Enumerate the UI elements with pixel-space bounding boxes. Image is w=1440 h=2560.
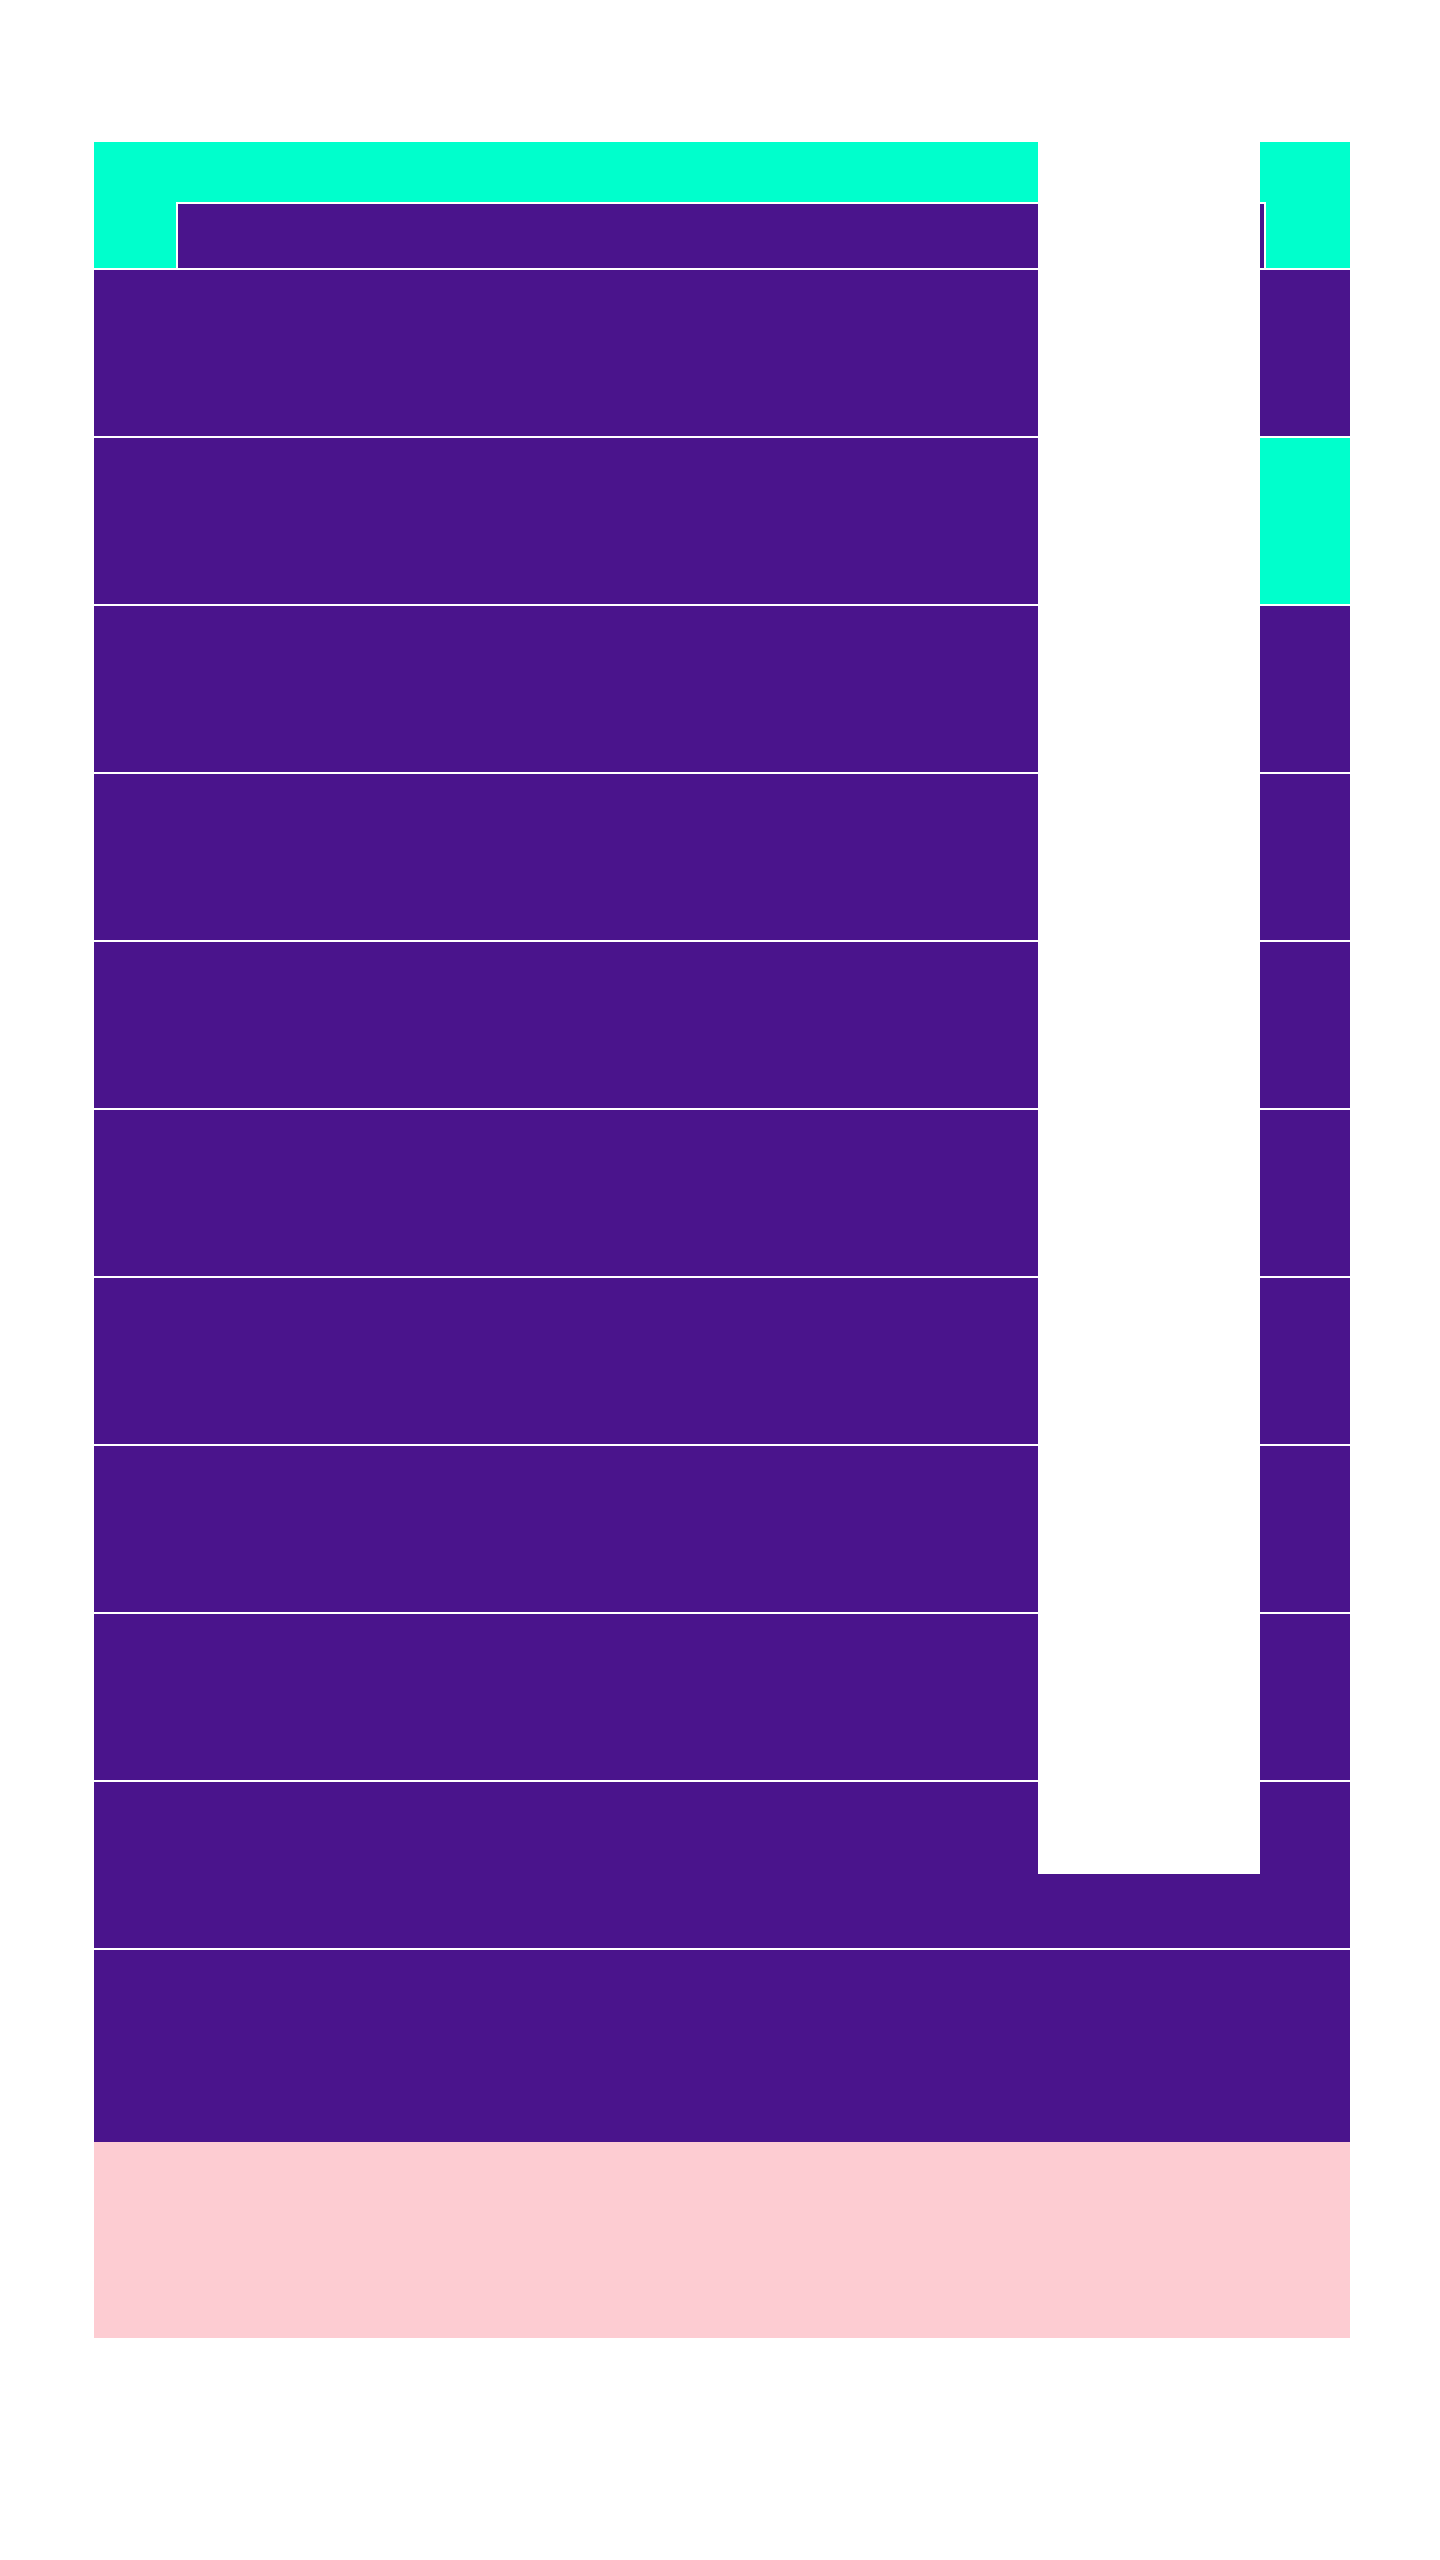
list-item[interactable] bbox=[94, 1948, 1350, 2116]
selected-indicator bbox=[1260, 438, 1350, 604]
side-sheet bbox=[1038, 142, 1260, 1874]
footer-block bbox=[94, 2142, 1350, 2338]
